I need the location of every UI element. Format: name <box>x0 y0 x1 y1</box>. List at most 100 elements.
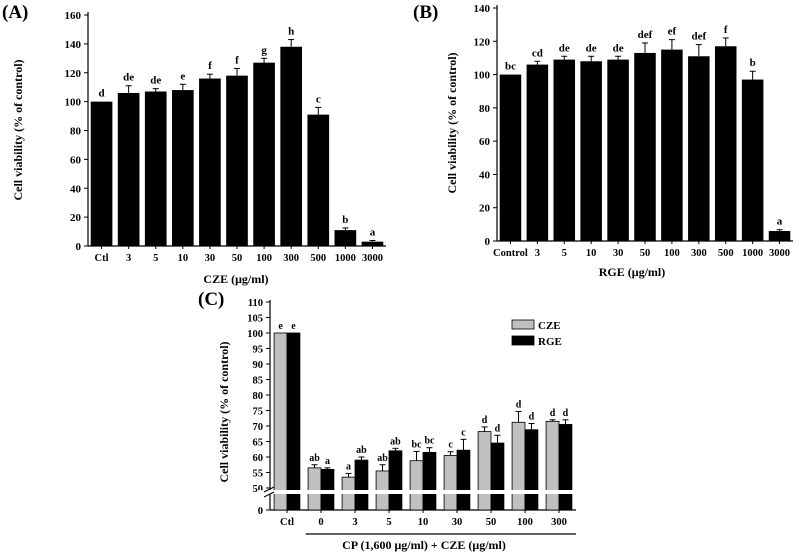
bar-cze <box>273 332 288 511</box>
x-tick-label: 10 <box>178 253 189 264</box>
panel-c-label: (C) <box>198 289 224 310</box>
significance-letter: ab <box>390 436 401 447</box>
bar-rge <box>490 442 505 511</box>
significance-letter: def <box>691 31 706 43</box>
y-tick-label: 140 <box>474 3 491 15</box>
x-tick-label: 50 <box>232 253 243 264</box>
y-tick-label: 0 <box>258 506 263 517</box>
bar <box>499 74 522 241</box>
axis-break-gap <box>258 490 580 494</box>
bar <box>199 78 221 247</box>
y-tick-label: 40 <box>479 169 491 181</box>
bar <box>280 46 303 247</box>
y-tick-label: 60 <box>479 136 491 148</box>
bar-rge <box>354 459 369 511</box>
y-tick-label: 100 <box>65 97 82 109</box>
bar-rge <box>456 449 471 511</box>
bar <box>634 52 656 241</box>
x-tick-label: 50 <box>640 248 651 259</box>
panel-c-ylabel: Cell viability (% of control) <box>217 341 231 482</box>
x-tick-label: Ctl <box>95 253 109 264</box>
bar-cze <box>307 467 322 511</box>
bar <box>90 101 113 246</box>
significance-letter: f <box>724 24 728 36</box>
bar-cze <box>443 455 458 511</box>
y-tick-label: 60 <box>70 154 82 166</box>
x-tick-label: 30 <box>205 253 216 264</box>
panel-a-label: (A) <box>2 2 28 23</box>
significance-letter: de <box>613 42 624 54</box>
bar <box>361 241 384 246</box>
significance-letter: def <box>638 29 653 41</box>
legend-swatch-cze <box>511 319 535 330</box>
significance-letter: bc <box>412 439 423 450</box>
significance-letter: a <box>346 461 351 472</box>
significance-letter: d <box>482 415 488 426</box>
significance-letter: de <box>150 75 161 87</box>
x-tick-label: 100 <box>256 253 272 264</box>
y-tick-label: 120 <box>474 36 491 48</box>
x-tick-label: 1000 <box>335 253 356 264</box>
significance-letter: e <box>180 70 185 82</box>
significance-letter: b <box>342 214 348 226</box>
x-tick-label: 30 <box>452 517 463 528</box>
bar <box>253 62 275 246</box>
significance-letter: de <box>559 42 570 54</box>
y-tick-label: 70 <box>253 422 264 433</box>
bar <box>334 230 357 246</box>
x-tick-label: 5 <box>386 517 391 528</box>
significance-letter: b <box>750 57 756 69</box>
significance-letter: d <box>550 408 556 419</box>
x-tick-label: 3 <box>352 517 357 528</box>
bar-rge <box>388 450 403 511</box>
significance-letter: c <box>448 440 453 451</box>
bar-cze <box>409 460 424 511</box>
x-tick-label: 300 <box>283 253 299 264</box>
significance-letter: d <box>563 408 569 419</box>
y-tick-label: 160 <box>65 10 82 22</box>
x-tick-label: 300 <box>691 248 707 259</box>
y-tick-label: 95 <box>253 345 264 356</box>
x-tick-label: 5 <box>562 248 567 259</box>
significance-letter: f <box>208 60 212 72</box>
x-tick-label: 1000 <box>742 248 763 259</box>
significance-letter: g <box>261 44 267 56</box>
significance-letter: ab <box>356 445 367 456</box>
x-tick-label: 50 <box>486 517 497 528</box>
bar <box>607 59 629 241</box>
y-tick-label: 60 <box>253 453 264 464</box>
significance-letter: bc <box>505 61 516 73</box>
x-tick-label: 100 <box>517 517 533 528</box>
y-tick-label: 85 <box>253 376 264 387</box>
y-tick-label: 55 <box>253 469 264 480</box>
x-tick-label: 5 <box>153 253 158 264</box>
significance-letter: de <box>123 72 134 84</box>
panel-c: (C) Cell viability (% of control) CP (1,… <box>198 289 580 552</box>
bar-rge <box>558 424 573 511</box>
panel-b-ylabel: Cell viability (% of control) <box>445 52 459 193</box>
y-tick-label: 80 <box>253 391 264 402</box>
significance-letter: ef <box>668 26 677 38</box>
significance-letter: d <box>495 423 501 434</box>
significance-letter: a <box>777 216 783 228</box>
x-tick-label: 10 <box>418 517 429 528</box>
bar <box>768 231 791 241</box>
y-tick-label: 0 <box>76 241 82 253</box>
x-tick-label: 30 <box>613 248 624 259</box>
axis-break-mark <box>263 491 275 498</box>
significance-letter: a <box>325 456 330 467</box>
y-tick-label: 100 <box>247 329 263 340</box>
bar <box>688 56 710 242</box>
y-tick-label: 90 <box>253 360 264 371</box>
x-tick-label: 300 <box>551 517 567 528</box>
significance-letter: ab <box>377 453 388 464</box>
bar-rge <box>524 429 539 511</box>
significance-letter: e <box>278 321 283 332</box>
bar <box>580 61 602 241</box>
legend-label-cze: CZE <box>538 320 561 332</box>
panel-a: (A) Cell viability (% of control) CZE (μ… <box>2 2 386 286</box>
bar-rge <box>320 468 335 511</box>
panel-a-ylabel: Cell viability (% of control) <box>11 59 25 200</box>
y-tick-label: 75 <box>253 407 264 418</box>
